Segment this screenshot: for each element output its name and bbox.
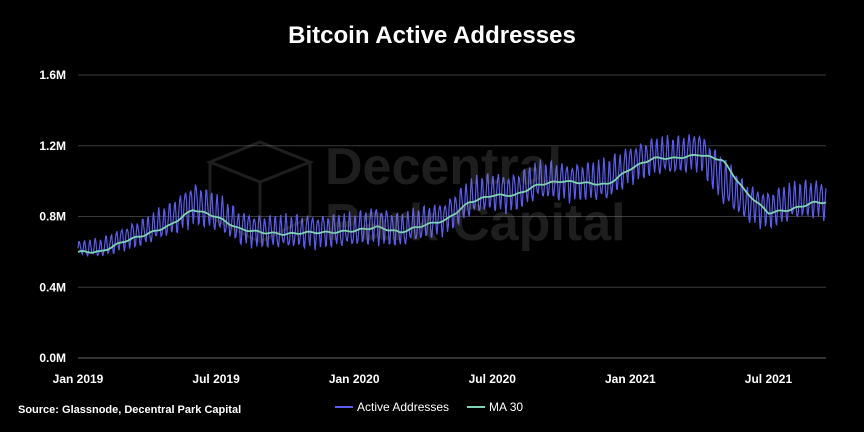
series-group xyxy=(77,134,827,258)
y-tick-label: 1.6M xyxy=(39,68,66,82)
watermark-logo-icon xyxy=(205,140,315,244)
x-tick-label: Jul 2021 xyxy=(745,372,793,386)
y-tick-label: 0.4M xyxy=(39,280,66,294)
x-tick-label: Jan 2020 xyxy=(329,372,380,386)
y-axis-ticks: 0.0M 0.4M 0.8M 1.2M 1.6M xyxy=(39,68,66,365)
x-tick-label: Jul 2020 xyxy=(469,372,517,386)
y-tick-label: 0.8M xyxy=(39,210,66,224)
source-note: Source: Glassnode, Decentral Park Capita… xyxy=(18,404,242,416)
legend: Active Addresses MA 30 xyxy=(335,400,523,414)
legend-label-ma30: MA 30 xyxy=(489,400,524,414)
watermark: Decentral Park Capital xyxy=(205,138,626,252)
legend-item-active-addresses: Active Addresses xyxy=(335,400,449,414)
watermark-line-2: Park Capital xyxy=(325,194,626,252)
watermark-line-1: Decentral xyxy=(325,138,562,196)
legend-swatch-ma30 xyxy=(467,406,486,408)
x-tick-label: Jul 2019 xyxy=(192,372,240,386)
y-tick-label: 0.0M xyxy=(39,351,66,365)
series-line-ma30 xyxy=(77,153,827,254)
legend-swatch-active xyxy=(335,406,353,408)
x-axis-ticks: Jan 2019 Jul 2019 Jan 2020 Jul 2020 Jan 2021… xyxy=(53,372,793,386)
y-tick-label: 1.2M xyxy=(39,139,66,153)
legend-label-active: Active Addresses xyxy=(357,400,450,414)
x-tick-label: Jan 2021 xyxy=(605,372,656,386)
legend-item-ma30: MA 30 xyxy=(467,400,523,414)
chart-title: Bitcoin Active Addresses xyxy=(288,22,576,49)
x-tick-label: Jan 2019 xyxy=(53,372,104,386)
